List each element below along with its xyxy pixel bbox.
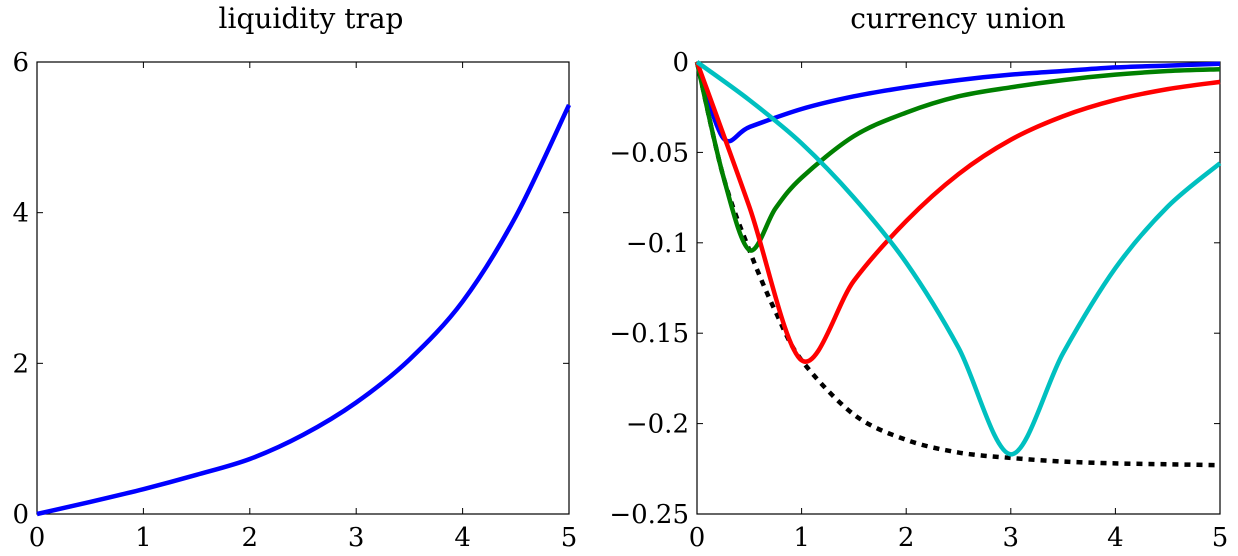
y-tick-label: −0.1	[626, 229, 689, 259]
series-line-2	[694, 61, 1221, 144]
x-tick-label: 1	[135, 523, 152, 553]
plot-area: 0 1 2 3 4 5 0 −0.05 −0.1 −0.15 −0.2 −0.25	[609, 48, 1228, 553]
chart-title: liquidity trap	[219, 2, 404, 35]
x-tick-label: 5	[561, 523, 578, 553]
series-line-4	[694, 61, 1221, 364]
y-tick-label: −0.15	[609, 319, 689, 349]
x-tick-label: 3	[348, 523, 365, 553]
x-tick-label: 3	[1003, 523, 1020, 553]
plot-frame	[36, 61, 570, 515]
y-tick-label: 4	[12, 199, 29, 229]
series-line-1	[36, 103, 572, 517]
x-tick-label: 0	[689, 523, 706, 553]
y-tick-label: −0.2	[626, 410, 689, 440]
x-tick-label: 4	[454, 523, 471, 553]
x-tick-label: 0	[29, 523, 46, 553]
liquidity-trap-panel: liquidity trap 0 1 2 3 4 5 0 2 4 6	[12, 2, 577, 553]
y-tick-label: −0.05	[609, 138, 689, 168]
plot-area: 0 1 2 3 4 5 0 2 4 6	[12, 48, 577, 553]
y-tick-label: −0.25	[609, 500, 689, 530]
x-tick-label: 4	[1107, 523, 1124, 553]
x-tick-label: 5	[1212, 523, 1229, 553]
currency-union-panel: currency union 0 1 2 3 4 5 0 −0.05 −0.1 −0.15 −0.2…	[609, 2, 1228, 553]
y-tick-label: 2	[12, 349, 29, 379]
series-line-5	[695, 60, 1222, 457]
chart-title: currency union	[850, 2, 1065, 35]
series-line-3	[694, 61, 1221, 253]
y-tick-label: 6	[12, 48, 29, 78]
series-line-1	[694, 61, 1221, 468]
plot-frame	[696, 61, 1221, 515]
x-tick-label: 2	[898, 523, 915, 553]
y-tick-label: 0	[672, 48, 689, 78]
y-tick-label: 0	[12, 500, 29, 530]
x-tick-label: 2	[242, 523, 259, 553]
x-tick-label: 1	[793, 523, 810, 553]
